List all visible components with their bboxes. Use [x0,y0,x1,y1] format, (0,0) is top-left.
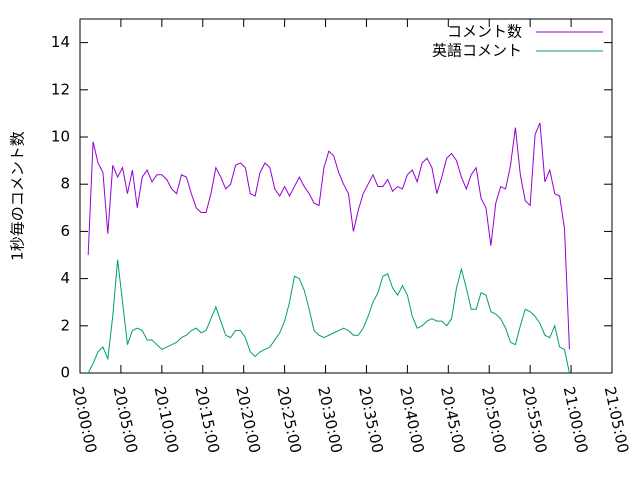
legend-label: 英語コメント [432,42,522,60]
x-tick-label: 20:10:00 [151,385,183,455]
x-tick-label: 20:25:00 [273,385,305,455]
series-line [87,122,570,350]
x-tick-label: 20:30:00 [314,385,346,455]
y-tick-label: 0 [60,364,70,382]
plot-frame [79,18,613,374]
legend-label: コメント数 [447,23,522,41]
x-tick-label: 20:35:00 [355,385,387,455]
y-tick-label: 14 [51,33,70,51]
x-tick-label: 21:05:00 [601,385,633,455]
x-tick-label: 20:05:00 [110,385,142,455]
x-tick-label: 20:45:00 [437,385,469,455]
y-tick-label: 6 [60,222,70,240]
x-tick-label: 21:00:00 [560,385,592,455]
x-tick-label: 20:50:00 [478,385,510,455]
y-tick-label: 4 [60,269,70,287]
x-tick-label: 20:15:00 [191,385,223,455]
y-tick-label: 10 [51,128,70,146]
series-line [87,259,570,374]
y-tick-label: 8 [60,175,70,193]
y-tick-label: 12 [51,80,70,98]
x-tick-label: 20:40:00 [396,385,428,455]
x-tick-label: 20:00:00 [69,385,101,455]
x-tick-label: 20:55:00 [519,385,551,455]
y-axis-label: 1秒毎のコメント数 [9,131,27,261]
y-tick-label: 2 [60,316,70,334]
x-tick-label: 20:20:00 [232,385,264,455]
